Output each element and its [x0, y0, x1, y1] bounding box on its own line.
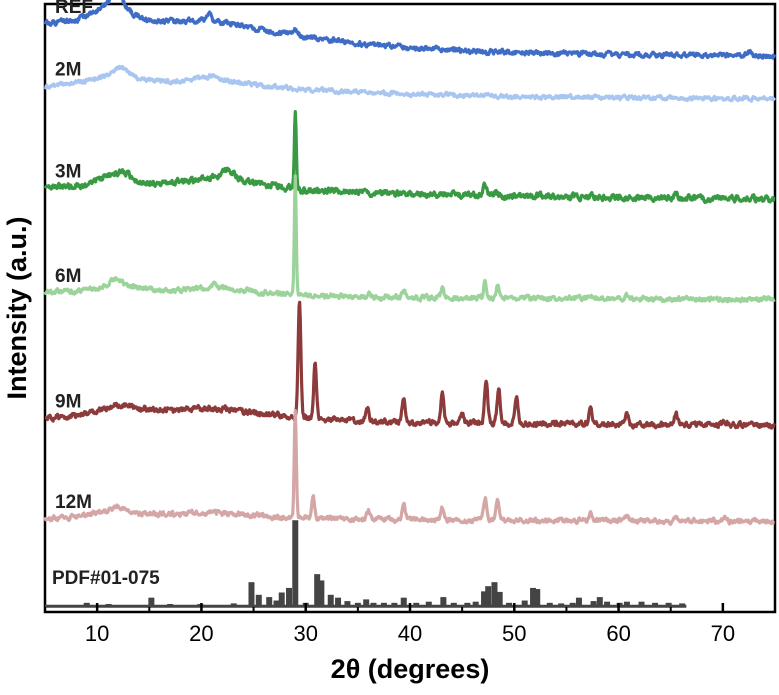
reference-stick	[148, 597, 155, 607]
reference-stick	[318, 580, 325, 607]
series-line-6m	[43, 174, 776, 304]
reference-stick	[363, 599, 370, 607]
reference-label: PDF#01-075	[52, 568, 160, 589]
reference-stick	[652, 602, 659, 607]
reference-stick	[506, 602, 513, 607]
reference-stick	[380, 602, 387, 607]
series-label-3m: 3M	[55, 162, 81, 183]
reference-stick	[413, 602, 420, 607]
reference-stick	[496, 591, 503, 607]
reference-stick	[472, 601, 479, 607]
reference-stick	[292, 520, 299, 607]
x-tick-label: 20	[189, 621, 213, 646]
reference-stick	[521, 600, 528, 607]
x-axis-ticks: 10 20 30 40 50 60 70	[44, 603, 776, 646]
reference-stick	[558, 603, 565, 607]
reference-stick	[248, 582, 255, 607]
reference-pattern	[45, 520, 687, 608]
reference-stick	[464, 602, 471, 607]
x-tick-label: 60	[606, 621, 630, 646]
reference-stick	[491, 582, 498, 607]
reference-stick	[534, 589, 541, 607]
reference-stick	[167, 603, 174, 607]
reference-stick	[266, 597, 273, 607]
reference-stick	[569, 602, 576, 607]
reference-stick	[370, 602, 377, 607]
series-line-9m	[44, 300, 776, 430]
reference-stick	[530, 587, 537, 607]
reference-stick	[278, 592, 285, 607]
series-labels: REF 2M 3M 6M 9M 12M PDF#01-075	[52, 0, 160, 589]
series-layer	[43, 0, 777, 526]
reference-stick	[623, 601, 630, 607]
reference-stick	[391, 602, 398, 607]
reference-stick	[273, 600, 280, 607]
x-tick-label: 40	[398, 621, 422, 646]
x-tick-label: 30	[293, 621, 317, 646]
reference-stick	[485, 586, 492, 607]
series-line-3m	[43, 109, 776, 205]
x-tick-label: 50	[502, 621, 526, 646]
reference-stick	[400, 597, 407, 607]
reference-stick	[638, 601, 645, 607]
reference-stick	[327, 594, 334, 607]
series-label-2m: 2M	[55, 60, 81, 81]
y-axis-title: Intensity (a.u.)	[2, 216, 32, 399]
reference-stick	[596, 597, 603, 607]
reference-stick	[230, 603, 237, 607]
reference-stick	[335, 597, 342, 607]
reference-stick	[314, 574, 321, 607]
series-label-ref: REF	[55, 0, 93, 18]
reference-stick	[105, 603, 112, 607]
reference-stick	[665, 602, 672, 607]
x-tick-label: 10	[85, 621, 109, 646]
reference-stick	[440, 597, 447, 607]
plot-frame	[43, 2, 777, 614]
x-tick-label: 70	[711, 621, 735, 646]
reference-stick	[546, 602, 553, 607]
reference-stick	[481, 591, 488, 607]
series-label-12m: 12M	[55, 492, 92, 513]
reference-stick	[255, 594, 262, 607]
reference-stick	[83, 602, 90, 607]
series-line-2m	[43, 64, 777, 103]
series-line-12m	[43, 409, 776, 526]
reference-stick	[425, 601, 432, 607]
series-label-9m: 9M	[55, 392, 81, 413]
reference-stick	[604, 601, 611, 607]
series-line-ref	[43, 0, 777, 60]
reference-stick	[590, 601, 597, 607]
series-label-6m: 6M	[55, 266, 81, 287]
reference-stick	[286, 587, 293, 607]
reference-stick	[344, 601, 351, 607]
reference-stick	[575, 597, 582, 607]
reference-stick	[679, 603, 686, 607]
x-axis-title: 2θ (degrees)	[331, 654, 490, 684]
reference-stick	[354, 602, 361, 607]
reference-stick	[450, 602, 457, 607]
